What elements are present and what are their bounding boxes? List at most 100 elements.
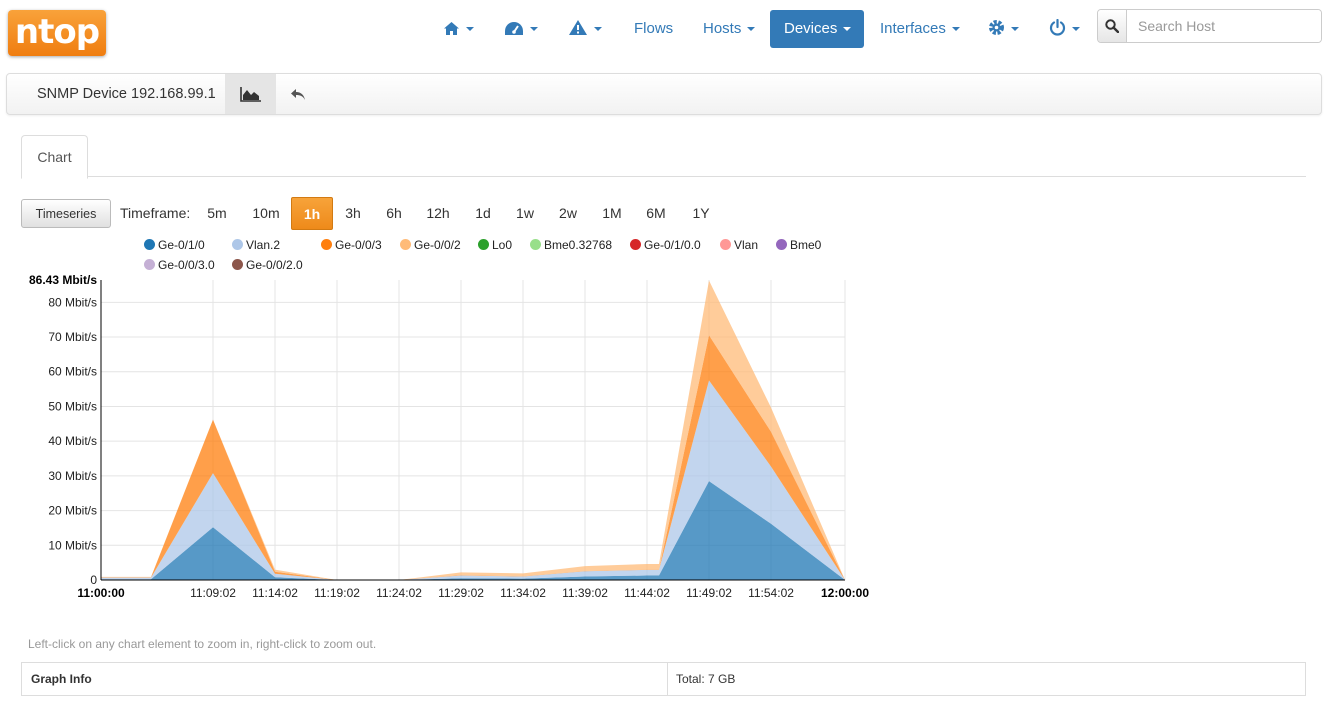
y-tick-label: 70 Mbit/s xyxy=(48,330,97,344)
graph-info-label: Graph Info xyxy=(22,663,668,695)
legend-swatch xyxy=(321,239,332,250)
ntop-logo[interactable]: ntop xyxy=(8,10,106,56)
search-icon xyxy=(1105,19,1119,33)
timeframe-12h[interactable]: 12h xyxy=(426,205,450,221)
timeframe-1w[interactable]: 1w xyxy=(516,205,534,221)
legend-item[interactable]: Ge-0/0/2.0 xyxy=(232,258,303,272)
traffic-area-chart[interactable]: 0 10 Mbit/s 20 Mbit/s 30 Mbit/s 40 Mbit/s 50 … xyxy=(0,270,880,610)
legend-label: Bme0 xyxy=(790,238,822,252)
nav-devices-menu[interactable]: Devices xyxy=(770,10,864,48)
timeframe-1d[interactable]: 1d xyxy=(475,205,491,221)
nav-settings-menu[interactable] xyxy=(974,10,1033,48)
power-icon xyxy=(1049,18,1066,36)
timeframe-6h[interactable]: 6h xyxy=(386,205,402,221)
series-area[interactable] xyxy=(101,481,845,580)
x-tick-label: 12:00:00 xyxy=(821,586,869,600)
y-tick-label: 20 Mbit/s xyxy=(48,504,97,518)
dashboard-icon xyxy=(505,22,523,35)
x-tick-label: 11:49:02 xyxy=(686,586,732,600)
legend-swatch xyxy=(144,259,155,270)
timeframe-1M[interactable]: 1M xyxy=(602,205,622,221)
legend-swatch xyxy=(232,239,243,250)
legend-item[interactable]: Ge-0/1/0.0 xyxy=(630,238,701,252)
legend-label: Ge-0/0/3.0 xyxy=(158,258,215,272)
warning-icon xyxy=(569,20,587,35)
legend-swatch xyxy=(530,239,541,250)
legend-item[interactable]: Vlan xyxy=(720,238,758,252)
x-tick-label: 11:34:02 xyxy=(500,586,546,600)
x-tick-label: 11:39:02 xyxy=(562,586,608,600)
timeframe-1Y[interactable]: 1Y xyxy=(692,205,710,221)
y-tick-label: 50 Mbit/s xyxy=(48,399,97,413)
legend-item[interactable]: Ge-0/0/2 xyxy=(400,238,461,252)
legend-item[interactable]: Ge-0/0/3 xyxy=(321,238,382,252)
legend-label: Ge-0/0/2 xyxy=(414,238,461,252)
y-max-label: 86.43 Mbit/s xyxy=(29,273,97,287)
legend-item[interactable]: Ge-0/1/0 xyxy=(144,238,205,252)
timeframe-3h[interactable]: 3h xyxy=(345,205,361,221)
nav-dashboard-menu[interactable] xyxy=(490,10,552,48)
device-title[interactable]: SNMP Device 192.168.99.1 xyxy=(37,86,216,102)
zoom-hint: Left-click on any chart element to zoom … xyxy=(28,637,377,651)
back-button[interactable] xyxy=(285,74,311,114)
nav-hosts-menu[interactable]: Hosts xyxy=(689,10,769,48)
nav-interfaces-menu[interactable]: Interfaces xyxy=(866,10,974,48)
nav-power-menu[interactable] xyxy=(1035,10,1094,48)
legend-item[interactable]: Bme0 xyxy=(776,238,821,252)
legend-swatch xyxy=(630,239,641,250)
legend-label: Ge-0/1/0.0 xyxy=(644,238,701,252)
x-tick-label: 11:44:02 xyxy=(624,586,670,600)
legend-item[interactable]: Lo0 xyxy=(478,238,512,252)
legend-item[interactable]: Vlan.2 xyxy=(232,238,280,252)
nav-alerts-menu[interactable] xyxy=(554,10,616,48)
x-tick-label: 11:00:00 xyxy=(77,586,125,600)
timeframe-10m[interactable]: 10m xyxy=(252,205,280,221)
x-tick-label: 11:54:02 xyxy=(748,586,794,600)
legend-swatch xyxy=(478,239,489,250)
timeframe-1h[interactable]: 1h xyxy=(291,197,333,230)
reply-icon xyxy=(291,89,305,100)
tab-chart[interactable]: Chart xyxy=(21,135,88,179)
y-tick-label: 40 Mbit/s xyxy=(48,434,97,448)
legend-item[interactable]: Bme0.32768 xyxy=(530,238,612,252)
search-button[interactable] xyxy=(1098,10,1127,42)
search-host-input[interactable] xyxy=(1127,10,1321,42)
timeframe-2w[interactable]: 2w xyxy=(559,205,577,221)
legend-swatch xyxy=(144,239,155,250)
series-area[interactable] xyxy=(101,380,845,580)
x-tick-label: 11:29:02 xyxy=(438,586,484,600)
legend-label: Ge-0/0/2.0 xyxy=(246,258,303,272)
legend-label: Ge-0/0/3 xyxy=(335,238,382,252)
chart-view-button[interactable] xyxy=(225,74,276,114)
timeseries-label: Timeseries xyxy=(35,207,97,221)
y-tick-label: 10 Mbit/s xyxy=(48,538,97,552)
timeframe-label: Timeframe: xyxy=(120,205,191,221)
nav-interfaces-label: Interfaces xyxy=(880,20,946,37)
device-subbar: SNMP Device 192.168.99.1 xyxy=(6,73,1322,115)
legend-label: Ge-0/1/0 xyxy=(158,238,205,252)
nav-hosts-label: Hosts xyxy=(703,20,742,37)
legend-item[interactable]: Ge-0/0/3.0 xyxy=(144,258,215,272)
legend-swatch xyxy=(400,239,411,250)
y-tick-label: 30 Mbit/s xyxy=(48,469,97,483)
home-icon xyxy=(444,22,459,35)
legend-swatch xyxy=(776,239,787,250)
nav-flows[interactable]: Flows xyxy=(634,20,674,37)
timeframe-5m[interactable]: 5m xyxy=(207,205,227,221)
legend-label: Bme0.32768 xyxy=(544,238,613,252)
x-tick-label: 11:24:02 xyxy=(376,586,422,600)
y-tick-label: 80 Mbit/s xyxy=(48,295,97,309)
timeframe-6M[interactable]: 6M xyxy=(646,205,666,221)
nav-devices-label: Devices xyxy=(784,20,838,37)
timeseries-dropdown[interactable]: Timeseries xyxy=(21,199,111,228)
gear-icon xyxy=(989,20,1004,35)
graph-info-total: Total: 7 GB xyxy=(676,672,736,686)
x-tick-label: 11:09:02 xyxy=(190,586,236,600)
tabs-divider xyxy=(21,176,1306,177)
y-tick-label: 60 Mbit/s xyxy=(48,365,97,379)
y-tick-label: 0 xyxy=(90,573,97,587)
legend-swatch xyxy=(232,259,243,270)
area-chart-icon xyxy=(239,87,261,102)
nav-home-menu[interactable] xyxy=(429,10,488,48)
x-tick-label: 11:19:02 xyxy=(314,586,360,600)
